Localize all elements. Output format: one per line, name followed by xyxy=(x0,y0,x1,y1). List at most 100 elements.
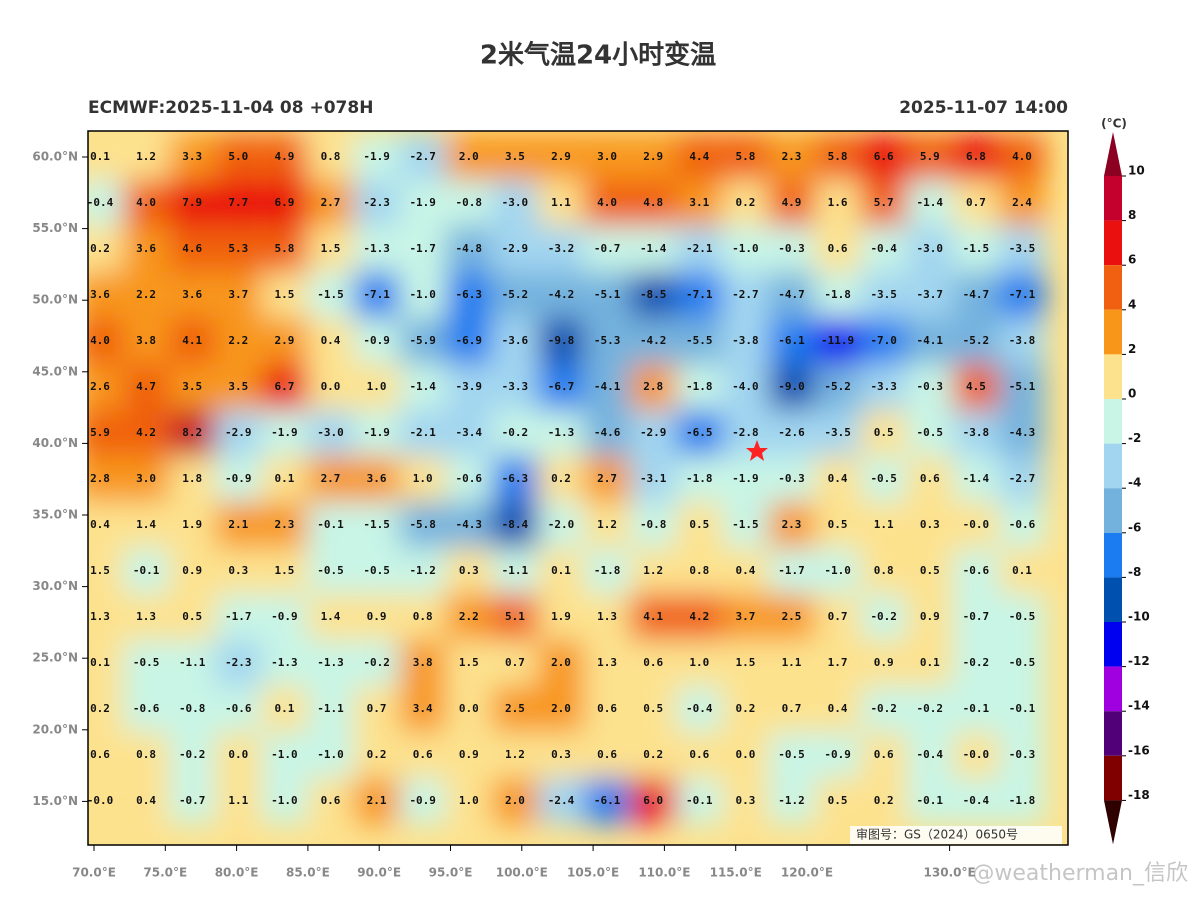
station-value: -3.8 xyxy=(1009,334,1036,347)
station-value: -6.9 xyxy=(456,334,483,347)
field-cell xyxy=(630,134,677,180)
field-cell xyxy=(676,778,723,824)
colorbar-label: 4 xyxy=(1128,297,1136,311)
station-value: 1.9 xyxy=(551,610,571,623)
station-value: 0.1 xyxy=(90,150,110,163)
field-cell xyxy=(584,456,631,502)
station-value: 1.6 xyxy=(828,196,848,209)
field-cell xyxy=(261,732,308,778)
field-cell xyxy=(88,640,124,686)
station-value: -1.3 xyxy=(548,426,575,439)
field-cell xyxy=(538,364,585,410)
station-value: 1.5 xyxy=(90,564,110,577)
station-value: 5.9 xyxy=(90,426,110,439)
field-cell xyxy=(768,640,815,686)
field-cell xyxy=(860,778,907,824)
station-value: 0.2 xyxy=(735,702,755,715)
station-value: -6.5 xyxy=(686,426,713,439)
station-value: -1.1 xyxy=(502,564,529,577)
field-cell xyxy=(123,686,170,732)
station-value: -1.9 xyxy=(409,196,436,209)
field-cell xyxy=(123,180,170,226)
field-cell xyxy=(538,180,585,226)
station-value: -0.0 xyxy=(963,518,990,531)
station-value: 4.2 xyxy=(136,426,156,439)
station-values: 0.1 1.2 3.3 5.0 4.9 0.8 -1.9 -2.7 2.0 3.5 2.9 3.0 2.… xyxy=(88,150,1036,807)
station-value: 1.4 xyxy=(136,518,156,531)
axes: 60.0°N 55.0°N 50.0°N 45.0°N 40.0°N 35.0°N 30.0… xyxy=(32,150,975,880)
station-value: -8.5 xyxy=(640,288,667,301)
station-value: -2.0 xyxy=(548,518,575,531)
station-value: 1.2 xyxy=(643,564,663,577)
field-cell xyxy=(860,594,907,640)
field-cell xyxy=(676,548,723,594)
field-cell xyxy=(88,410,124,456)
field-cell xyxy=(491,272,538,318)
station-value: 8.2 xyxy=(182,426,202,439)
field-cell xyxy=(399,180,446,226)
field-cell xyxy=(261,364,308,410)
field-cell xyxy=(445,456,492,502)
lon-label: 100.0°E xyxy=(496,866,548,880)
station-value: 0.1 xyxy=(1012,564,1032,577)
field-cell xyxy=(768,134,815,180)
station-value: -9.0 xyxy=(778,380,805,393)
station-value: 0.6 xyxy=(643,656,663,669)
field-cell xyxy=(353,502,400,548)
field-cell xyxy=(722,364,769,410)
station-value: -3.5 xyxy=(1009,242,1036,255)
station-value: 0.5 xyxy=(828,794,848,807)
station-value: -6.3 xyxy=(456,288,483,301)
field-cell xyxy=(123,502,170,548)
field-cell xyxy=(630,226,677,272)
station-value: -0.1 xyxy=(686,794,713,807)
field-cell xyxy=(630,318,677,364)
field-cell xyxy=(584,180,631,226)
field-cell xyxy=(169,548,216,594)
field-cell xyxy=(676,502,723,548)
field-cell xyxy=(768,272,815,318)
station-value: 1.1 xyxy=(874,518,894,531)
station-value: -0.8 xyxy=(456,196,483,209)
field-cell xyxy=(123,134,170,180)
station-value: 0.9 xyxy=(367,610,387,623)
station-value: 3.7 xyxy=(735,610,755,623)
station-value: 2.2 xyxy=(459,610,479,623)
station-value: -0.5 xyxy=(133,656,160,669)
field-cell xyxy=(999,410,1046,456)
station-value: -3.4 xyxy=(456,426,483,439)
field-cell xyxy=(584,732,631,778)
station-value: -0.5 xyxy=(317,564,344,577)
field-cell xyxy=(768,594,815,640)
colorbar-segment xyxy=(1104,711,1122,756)
colorbar-bottom xyxy=(1104,800,1122,845)
colorbar-segment xyxy=(1104,622,1122,667)
station-value: 2.4 xyxy=(1012,196,1032,209)
station-value: 4.5 xyxy=(966,380,986,393)
station-value: 3.3 xyxy=(182,150,202,163)
station-value: -0.5 xyxy=(778,748,805,761)
field-cell xyxy=(123,410,170,456)
station-value: 1.5 xyxy=(459,656,479,669)
lon-label: 90.0°E xyxy=(357,866,401,880)
station-value: 3.7 xyxy=(228,288,248,301)
colorbar-label: 8 xyxy=(1128,208,1136,222)
field-cell xyxy=(353,410,400,456)
field-cell xyxy=(215,778,262,824)
field-cell xyxy=(538,134,585,180)
field-cell xyxy=(445,318,492,364)
field-cell xyxy=(768,502,815,548)
station-value: -0.1 xyxy=(317,518,344,531)
field-cell xyxy=(215,410,262,456)
station-value: -4.7 xyxy=(963,288,990,301)
station-value: -5.1 xyxy=(1009,380,1036,393)
station-value: -1.2 xyxy=(409,564,436,577)
station-value: -7.0 xyxy=(870,334,897,347)
lat-label: 50.0°N xyxy=(32,293,78,307)
station-value: 1.9 xyxy=(182,518,202,531)
field-cell xyxy=(999,778,1046,824)
field-cell xyxy=(538,410,585,456)
field-cell xyxy=(999,364,1046,410)
station-value: -5.2 xyxy=(963,334,990,347)
station-value: -5.9 xyxy=(409,334,436,347)
